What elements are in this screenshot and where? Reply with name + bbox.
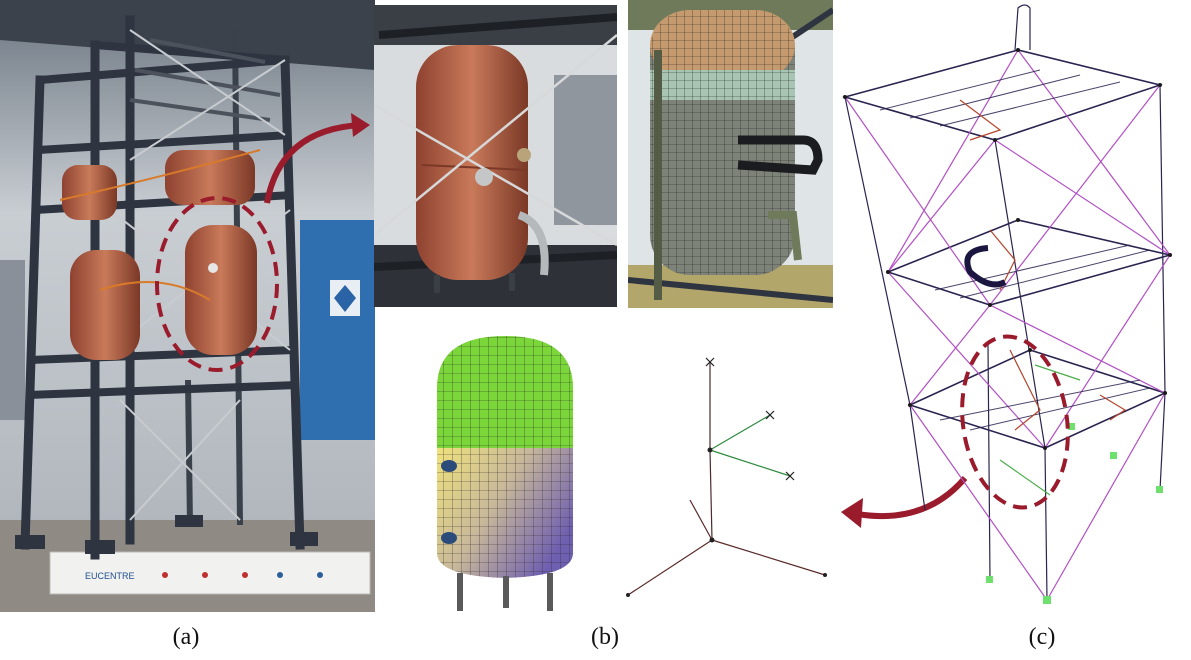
stick-model (620, 350, 835, 600)
arrow-to-stick-model (841, 476, 968, 528)
fe-model-detailed (628, 0, 833, 308)
fe-shell-tank (425, 328, 585, 618)
platform-logo: EUCENTRE (85, 571, 135, 581)
caption-b: (b) (591, 624, 619, 650)
photo-tank-closeup (374, 5, 617, 307)
tank-under-test (185, 225, 257, 355)
highlight-ellipse-tank (155, 196, 279, 372)
frame-wireframe-model (840, 0, 1191, 612)
caption-c: (c) (1028, 624, 1056, 650)
arrow-to-detail (264, 113, 370, 204)
highlight-ellipse-model (960, 334, 1070, 510)
photo-test-rig: EUCENTRE (0, 0, 375, 612)
caption-a: (a) (172, 624, 200, 650)
